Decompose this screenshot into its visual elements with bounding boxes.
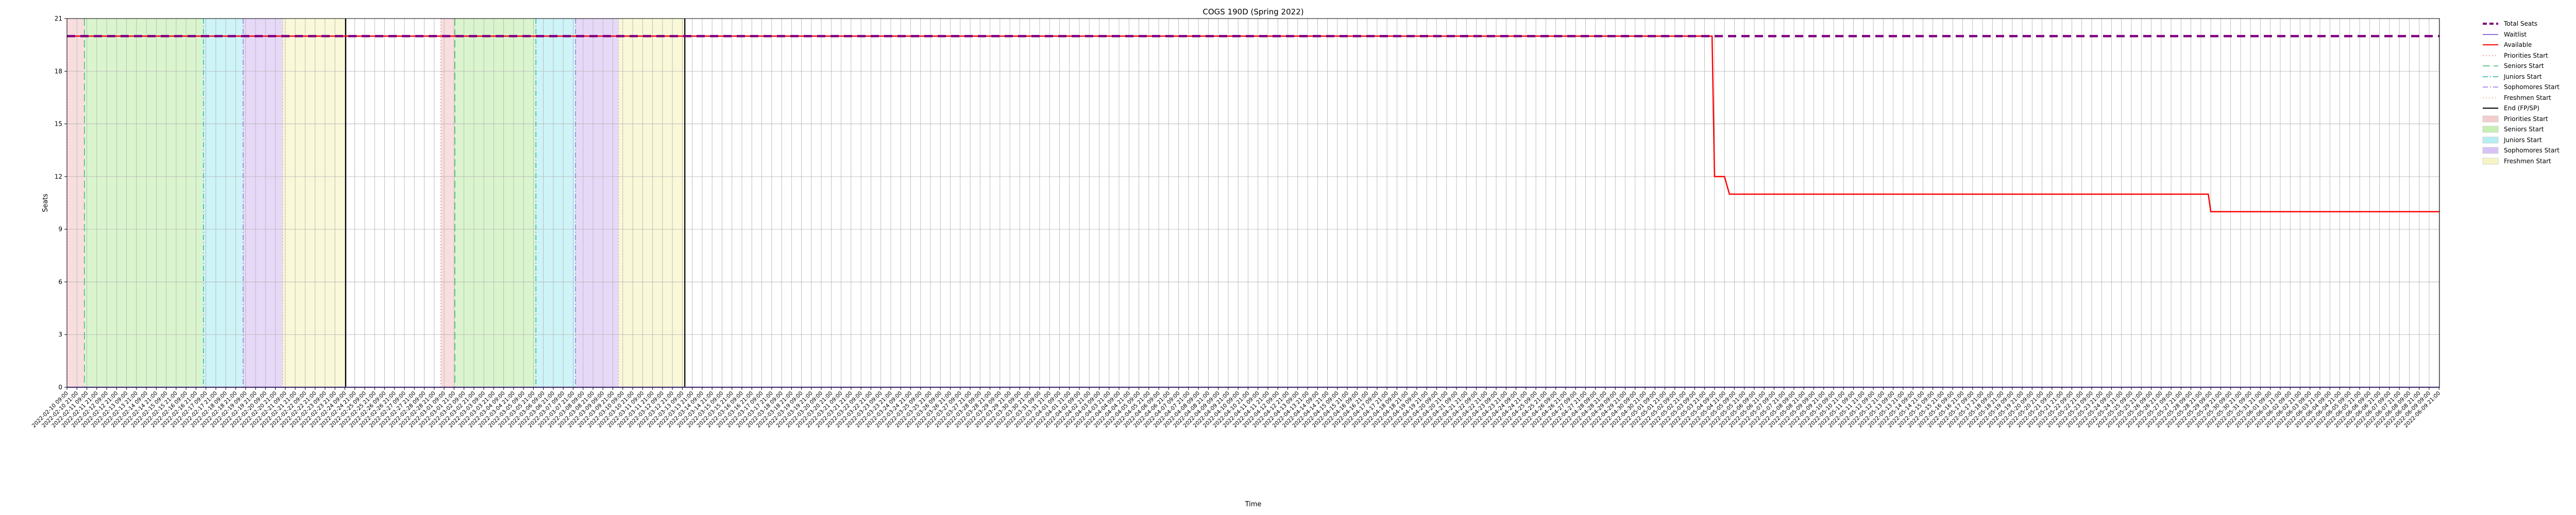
legend-item-5: Juniors Start [2482, 72, 2570, 82]
legend-item-13: Freshmen Start [2482, 156, 2570, 167]
period-band-2 [203, 19, 243, 387]
period-band-8 [575, 19, 619, 387]
period-band-7 [536, 19, 576, 387]
legend-swatch-8 [2483, 108, 2498, 109]
period-band-5 [440, 19, 455, 387]
legend-swatch-11 [2482, 136, 2499, 144]
plot-frame [66, 18, 2440, 388]
legend-swatch-3 [2483, 55, 2498, 56]
grid-lines [66, 18, 2439, 388]
y-tick-label-5: 15 [55, 121, 62, 128]
legend-label-1: Waitlist [2504, 30, 2527, 38]
x-axis-label: Time [1245, 501, 1262, 508]
legend-label-5: Juniors Start [2504, 73, 2542, 80]
period-bands [67, 19, 685, 387]
legend-swatch-4 [2483, 65, 2498, 66]
period-band-4 [283, 19, 346, 387]
period-band-3 [243, 19, 283, 387]
legend-label-4: Seniors Start [2504, 62, 2544, 70]
legend-label-12: Sophomores Start [2504, 147, 2560, 154]
y-tick-label-6: 18 [55, 67, 62, 75]
legend-item-1: Waitlist [2482, 29, 2570, 40]
legend-label-8: End (FP/SP) [2504, 105, 2540, 112]
legend-label-6: Sophomores Start [2504, 83, 2560, 91]
legend-label-3: Priorities Start [2504, 52, 2548, 59]
period-band-9 [618, 19, 685, 387]
period-band-6 [454, 19, 536, 387]
y-tick-label-4: 12 [55, 173, 62, 180]
chart-title: COGS 190D (Spring 2022) [1202, 7, 1304, 16]
y-axis-label: Seats [42, 194, 49, 212]
legend-swatch-0 [2483, 23, 2498, 25]
legend-label-13: Freshmen Start [2504, 157, 2551, 165]
legend-label-2: Available [2504, 41, 2532, 49]
legend-label-10: Seniors Start [2504, 126, 2544, 133]
legend-swatch-10 [2482, 126, 2499, 133]
legend-item-11: Juniors Start [2482, 135, 2570, 146]
legend-item-10: Seniors Start [2482, 124, 2570, 135]
legend-item-2: Available [2482, 40, 2570, 50]
legend-item-7: Freshmen Start [2482, 93, 2570, 104]
legend-item-3: Priorities Start [2482, 50, 2570, 61]
legend: Total Seats Waitlist Available Priorities S… [2482, 19, 2570, 166]
period-band-1 [84, 19, 204, 387]
legend-swatch-13 [2482, 158, 2499, 165]
legend-item-4: Seniors Start [2482, 61, 2570, 72]
legend-label-9: Priorities Start [2504, 115, 2548, 123]
y-axis-ticks: 0 3 6 9 12 15 18 21 [55, 15, 67, 391]
legend-label-0: Total Seats [2504, 20, 2538, 28]
y-tick-label-7: 21 [55, 15, 62, 22]
legend-swatch-5 [2483, 76, 2498, 77]
legend-swatch-7 [2483, 97, 2498, 98]
legend-label-11: Juniors Start [2504, 136, 2542, 144]
legend-item-6: Sophomores Start [2482, 82, 2570, 93]
y-tick-label-0: 0 [58, 384, 62, 391]
legend-swatch-6 [2483, 87, 2498, 88]
legend-swatch-9 [2482, 115, 2499, 123]
series-line-available [67, 35, 2439, 213]
legend-swatch-12 [2482, 147, 2499, 154]
legend-item-9: Priorities Start [2482, 114, 2570, 125]
y-tick-label-2: 6 [58, 278, 62, 285]
period-band-0 [67, 19, 84, 387]
legend-item-12: Sophomores Start [2482, 145, 2570, 156]
legend-item-8: End (FP/SP) [2482, 103, 2570, 114]
period-start-lines [66, 19, 686, 387]
legend-swatch-2 [2483, 44, 2498, 46]
legend-label-7: Freshmen Start [2504, 94, 2551, 101]
legend-swatch-1 [2483, 33, 2498, 35]
legend-item-0: Total Seats [2482, 19, 2570, 29]
y-tick-label-3: 9 [58, 226, 62, 233]
y-tick-label-1: 3 [58, 331, 62, 338]
